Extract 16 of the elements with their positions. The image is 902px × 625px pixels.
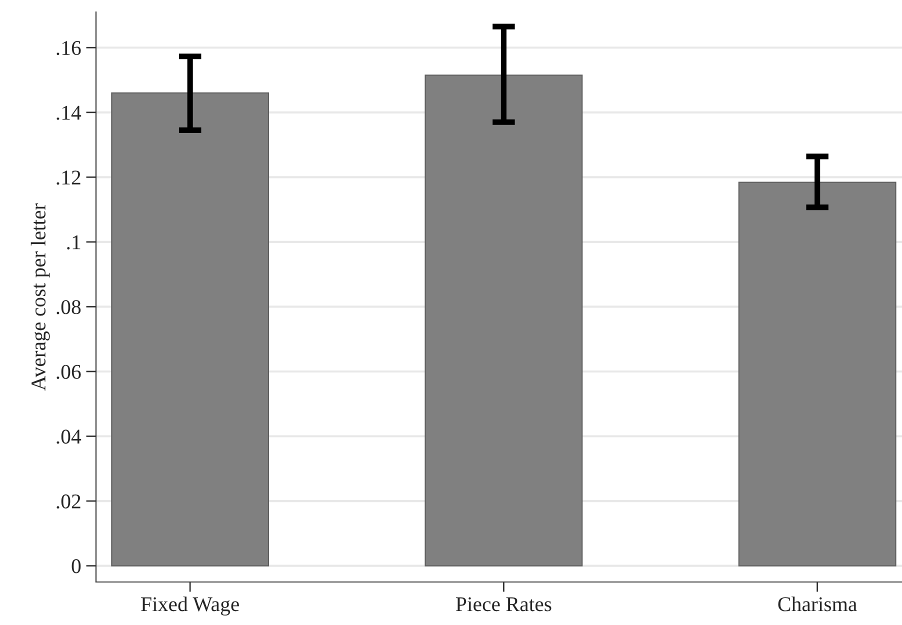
y-tick-label: .1 [67,235,80,250]
y-tick-label: .06 [56,364,81,380]
x-tick-label: Piece Rates [456,597,552,612]
y-tick-label: .04 [56,430,82,444]
y-tick-label: .12 [56,170,80,185]
y-axis-title: Average cost per letter [30,203,50,391]
x-tick-label: Charisma [778,596,857,612]
y-tick-label: .14 [56,106,82,120]
y-tick-label: .02 [56,494,80,509]
x-tick-label: Fixed Wage [141,596,239,616]
bar [111,92,270,566]
bar [738,182,896,566]
bar [424,74,583,566]
y-tick-label: 0 [72,559,81,574]
y-tick-label: .08 [56,300,81,314]
y-tick-label: .16 [56,41,81,56]
